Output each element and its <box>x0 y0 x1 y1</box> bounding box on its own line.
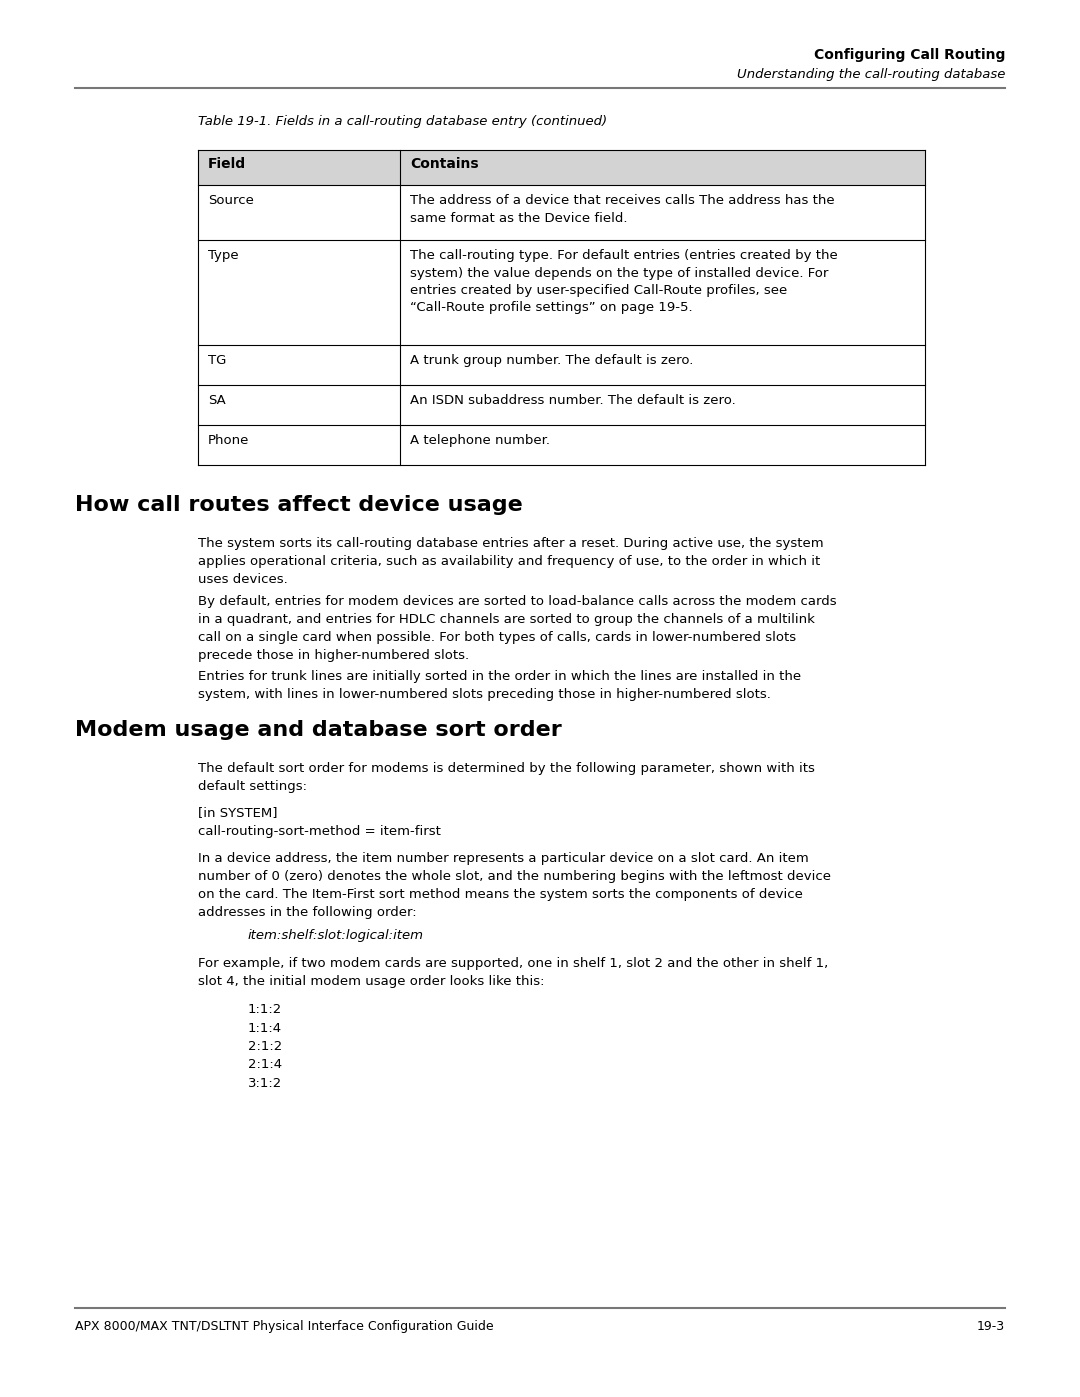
Text: Table 19-1. Fields in a call-routing database entry (continued): Table 19-1. Fields in a call-routing dat… <box>198 115 607 129</box>
Text: By default, entries for modem devices are sorted to load-balance calls across th: By default, entries for modem devices ar… <box>198 595 837 662</box>
Text: Type: Type <box>208 249 239 263</box>
Text: In a device address, the item number represents a particular device on a slot ca: In a device address, the item number rep… <box>198 852 831 919</box>
Text: Field: Field <box>208 156 246 170</box>
Text: Contains: Contains <box>410 156 478 170</box>
Text: Understanding the call-routing database: Understanding the call-routing database <box>737 68 1005 81</box>
Text: 19-3: 19-3 <box>977 1320 1005 1333</box>
Text: An ISDN subaddress number. The default is zero.: An ISDN subaddress number. The default i… <box>410 394 735 407</box>
Text: Modem usage and database sort order: Modem usage and database sort order <box>75 719 562 740</box>
Text: The system sorts its call-routing database entries after a reset. During active : The system sorts its call-routing databa… <box>198 536 824 585</box>
Text: item:shelf:slot:logical:item: item:shelf:slot:logical:item <box>248 929 424 942</box>
Text: For example, if two modem cards are supported, one in shelf 1, slot 2 and the ot: For example, if two modem cards are supp… <box>198 957 828 988</box>
Text: Source: Source <box>208 194 254 207</box>
Text: The call-routing type. For default entries (entries created by the
system) the v: The call-routing type. For default entri… <box>410 249 838 314</box>
Text: TG: TG <box>208 353 227 367</box>
Text: A telephone number.: A telephone number. <box>410 434 550 447</box>
Text: The default sort order for modems is determined by the following parameter, show: The default sort order for modems is det… <box>198 761 815 793</box>
Text: Entries for trunk lines are initially sorted in the order in which the lines are: Entries for trunk lines are initially so… <box>198 671 801 701</box>
Text: APX 8000/MAX TNT/DSLTNT Physical Interface Configuration Guide: APX 8000/MAX TNT/DSLTNT Physical Interfa… <box>75 1320 494 1333</box>
Text: The address of a device that receives calls The address has the
same format as t: The address of a device that receives ca… <box>410 194 835 225</box>
Text: SA: SA <box>208 394 226 407</box>
Bar <box>198 149 924 184</box>
Text: Configuring Call Routing: Configuring Call Routing <box>813 47 1005 61</box>
Text: How call routes affect device usage: How call routes affect device usage <box>75 495 523 515</box>
Text: 1:1:2
1:1:4
2:1:2
2:1:4
3:1:2: 1:1:2 1:1:4 2:1:2 2:1:4 3:1:2 <box>248 1003 282 1090</box>
Text: A trunk group number. The default is zero.: A trunk group number. The default is zer… <box>410 353 693 367</box>
Text: Phone: Phone <box>208 434 249 447</box>
Text: [in SYSTEM]
call-routing-sort-method = item-first: [in SYSTEM] call-routing-sort-method = i… <box>198 806 441 837</box>
